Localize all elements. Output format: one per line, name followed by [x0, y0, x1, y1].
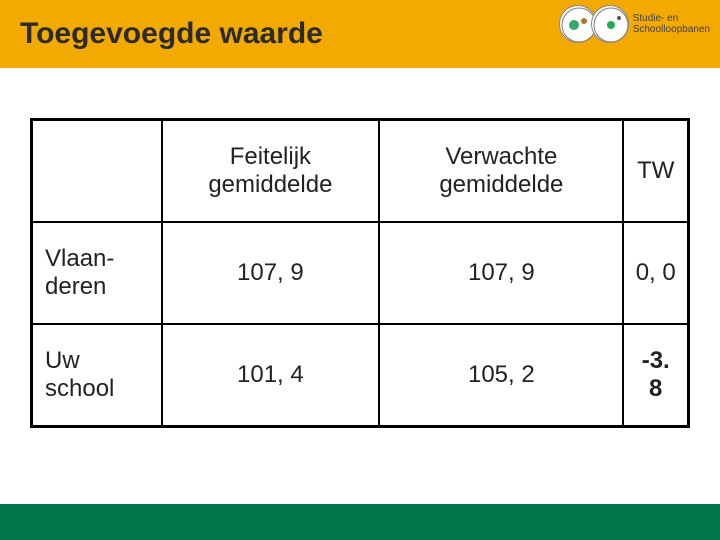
col-header-empty — [32, 120, 162, 223]
data-table: Feitelijk gemiddelde Verwachte gemiddeld… — [30, 118, 690, 428]
cell-feitelijk: 101, 4 — [162, 324, 380, 427]
col-header-feitelijk-text: Feitelijk gemiddelde — [208, 143, 332, 198]
logo: Studie- en Schoolloopbanen — [549, 5, 710, 43]
logo-text-line1: Studie- en — [633, 13, 710, 24]
col-header-verwachte: Verwachte gemiddelde — [379, 120, 623, 223]
logo-text: Studie- en Schoolloopbanen — [633, 13, 710, 35]
cell-feitelijk: 107, 9 — [162, 222, 380, 324]
cell-tw: -3. 8 — [623, 324, 688, 427]
cell-tw: 0, 0 — [623, 222, 688, 324]
table-container: Feitelijk gemiddelde Verwachte gemiddeld… — [0, 68, 720, 428]
row-label: Vlaan-deren — [32, 222, 162, 324]
page-title: Toegevoegde waarde — [20, 17, 323, 51]
logo-circle-right-icon — [591, 5, 629, 43]
cell-verwachte: 107, 9 — [379, 222, 623, 324]
footer-bar — [0, 504, 720, 540]
header-bar: Toegevoegde waarde Studie- en Schoolloop… — [0, 0, 720, 68]
cell-verwachte: 105, 2 — [379, 324, 623, 427]
table-row: Vlaan-deren 107, 9 107, 9 0, 0 — [32, 222, 689, 324]
col-header-verwachte-text: Verwachte gemiddelde — [439, 143, 563, 198]
col-header-tw: TW — [623, 120, 688, 223]
logo-text-line2: Schoolloopbanen — [633, 24, 710, 35]
col-header-feitelijk: Feitelijk gemiddelde — [162, 120, 380, 223]
table-header-row: Feitelijk gemiddelde Verwachte gemiddeld… — [32, 120, 689, 223]
row-label: Uw school — [32, 324, 162, 427]
table-row: Uw school 101, 4 105, 2 -3. 8 — [32, 324, 689, 427]
